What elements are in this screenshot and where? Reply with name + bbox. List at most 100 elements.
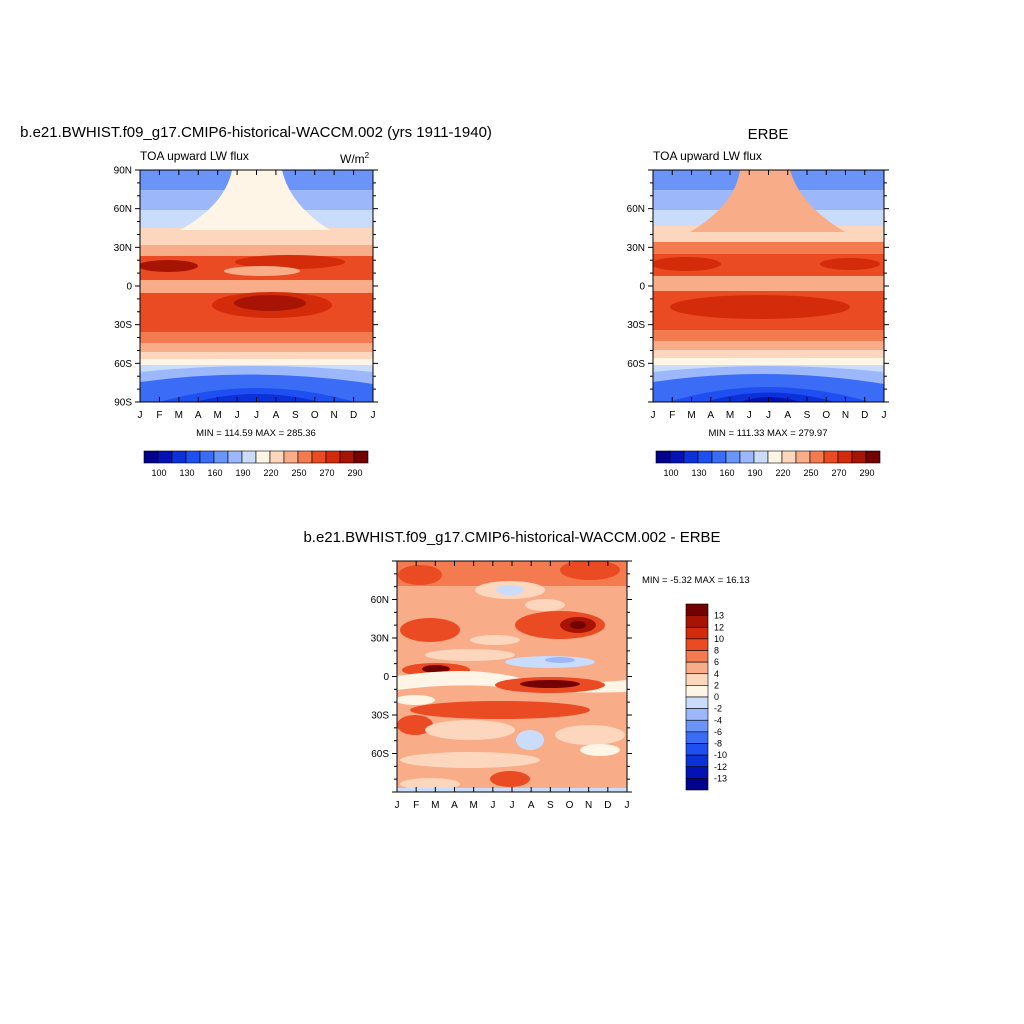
colorbar-swatch: [311, 450, 327, 464]
x-tick-label: M: [469, 800, 477, 811]
x-tick-label: J: [625, 800, 630, 811]
colorbar-label: 0: [714, 692, 719, 702]
diff-patch: [555, 725, 625, 745]
colorbar-swatch: [685, 615, 709, 628]
band-north-midlat: [140, 228, 373, 250]
x-tick-label: S: [547, 800, 554, 811]
colorbar-swatch: [685, 603, 709, 616]
colorbar-label: 250: [803, 468, 818, 478]
y-tick-label: 0: [383, 672, 389, 683]
colorbar-swatch: [725, 450, 741, 464]
colorbar-label: 160: [719, 468, 734, 478]
colorbar-swatch: [685, 708, 709, 721]
colorbar-label: 250: [291, 468, 306, 478]
stats-text: MIN = -5.32 MAX = 16.13: [642, 575, 750, 586]
x-tick-label: A: [195, 410, 202, 421]
colorbar-swatch: [767, 450, 783, 464]
x-tick-label: J: [254, 410, 259, 421]
colorbar-swatch: [683, 450, 699, 464]
colorbar-swatch: [739, 450, 755, 464]
diff-patch: [400, 618, 460, 642]
colorbar-swatch: [685, 650, 709, 663]
panel-model: b.e21.BWHIST.f09_g17.CMIP6-historical-WA…: [20, 124, 492, 478]
wedge-north-warm: [180, 170, 330, 230]
colorbar-swatch: [171, 450, 187, 464]
y-tick-label: 60S: [371, 749, 389, 760]
colorbar-label: -8: [714, 739, 722, 749]
x-tick-label: O: [822, 410, 830, 421]
colorbar-swatch: [185, 450, 201, 464]
diff-patch: [570, 621, 586, 629]
colorbar-swatch: [865, 450, 881, 464]
colorbar-swatch: [213, 450, 229, 464]
panel-title: b.e21.BWHIST.f09_g17.CMIP6-historical-WA…: [20, 124, 492, 141]
colorbar-swatch: [685, 766, 709, 779]
diff-patch: [516, 730, 544, 750]
diff-patch: [525, 599, 565, 611]
x-tick-label: J: [235, 410, 240, 421]
panel-title: ERBE: [748, 126, 789, 143]
x-tick-label: N: [331, 410, 338, 421]
band-south-cool: [140, 359, 373, 366]
band-south-midlat: [140, 352, 373, 360]
x-tick-label: S: [292, 410, 299, 421]
diff-patch: [397, 715, 433, 735]
y-tick-label: 60S: [114, 359, 132, 370]
colorbar-swatch: [255, 450, 271, 464]
diff-patch: [397, 695, 435, 705]
x-tick-label: J: [371, 410, 376, 421]
colorbar-label: -2: [714, 704, 722, 714]
colorbar-label: -4: [714, 715, 722, 725]
x-tick-label: J: [651, 410, 656, 421]
colorbar-swatch: [685, 661, 709, 675]
x-tick-label: A: [528, 800, 535, 811]
colorbar-label: 10: [714, 634, 724, 644]
y-tick-label: 30S: [114, 320, 132, 331]
colorbar-swatch: [241, 450, 257, 464]
colorbar-label: 220: [263, 468, 278, 478]
y-tick-label: 60N: [371, 595, 389, 606]
x-tick-label: M: [213, 410, 221, 421]
x-tick-label: J: [395, 800, 400, 811]
colorbar-swatch: [227, 450, 243, 464]
colorbar-label: 290: [859, 468, 874, 478]
x-tick-label: J: [510, 800, 515, 811]
panel-difference: b.e21.BWHIST.f09_g17.CMIP6-historical-WA…: [303, 529, 749, 811]
colorbar-swatch: [685, 673, 709, 686]
x-tick-label: J: [138, 410, 143, 421]
colorbar-swatch: [269, 450, 285, 464]
panel-observations: ERBE TOA upward LW flux: [627, 126, 889, 478]
colorbar-swatch: [753, 450, 769, 464]
x-tick-label: F: [669, 410, 675, 421]
band-south-polar-4: [195, 394, 320, 402]
max-north-tropic: [140, 260, 198, 272]
colorbar-swatch: [353, 450, 369, 464]
x-tick-label: A: [784, 410, 791, 421]
colorbar-label: -12: [714, 762, 727, 772]
band-south-mid: [653, 341, 884, 351]
x-tick-label: A: [707, 410, 714, 421]
x-tick-label: A: [273, 410, 280, 421]
colorbar-swatch: [297, 450, 313, 464]
core-north-tropic-east: [820, 258, 880, 270]
colorbar-label: 100: [151, 468, 166, 478]
diff-patch: [470, 635, 520, 645]
diff-patch: [425, 649, 515, 661]
colorbar-swatch: [685, 685, 709, 698]
units-exponent: 2: [365, 151, 370, 160]
x-tick-label: O: [311, 410, 319, 421]
x-tick-label: A: [451, 800, 458, 811]
diff-patch: [580, 744, 620, 756]
y-tick-label: 30N: [371, 634, 389, 645]
colorbar-swatch: [685, 719, 709, 733]
diff-patch: [560, 561, 620, 580]
colorbar-swatch: [823, 450, 839, 464]
y-tick-label: 30S: [371, 711, 389, 722]
x-tick-label: O: [566, 800, 574, 811]
colorbar-label: 190: [235, 468, 250, 478]
band-equator: [653, 276, 884, 292]
x-tick-label: N: [585, 800, 592, 811]
colorbar-swatch: [685, 754, 709, 768]
colorbar-label: 220: [775, 468, 790, 478]
colorbar-swatch: [837, 450, 853, 464]
